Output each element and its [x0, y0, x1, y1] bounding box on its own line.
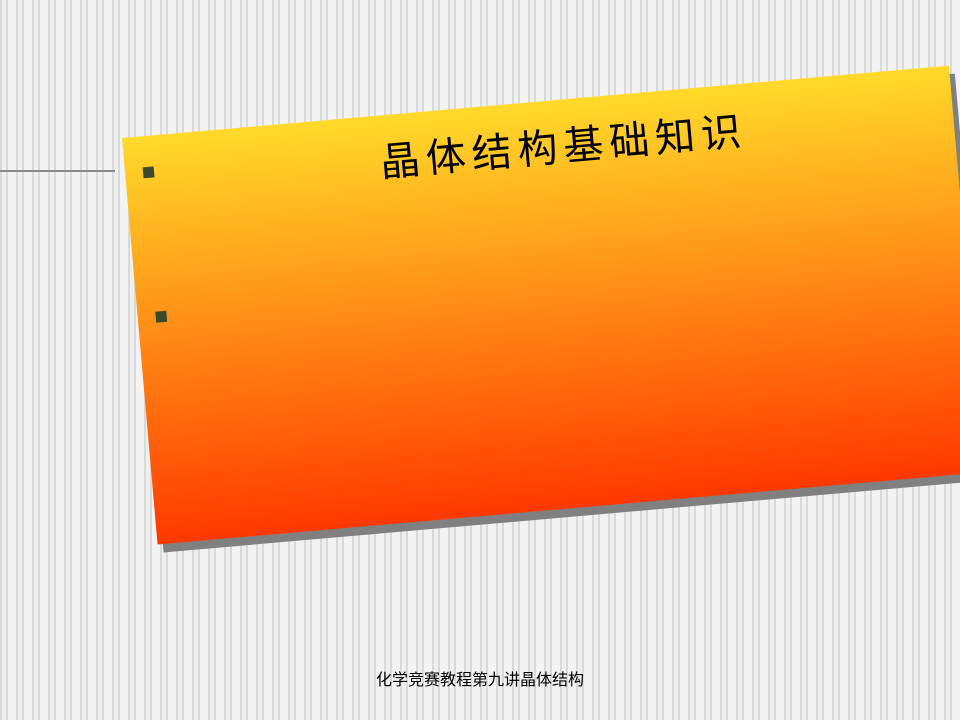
bullet-square — [143, 166, 155, 178]
slide-title: 晶体结构基础知识 — [377, 99, 749, 189]
bullet-square — [155, 311, 167, 323]
slide-footer: 化学竞赛教程第九讲晶体结构 — [0, 666, 960, 690]
slide: 晶体结构基础知识 化学竞赛教程第九讲晶体结构 — [0, 0, 960, 720]
horizontal-rule — [0, 170, 115, 172]
title-banner: 晶体结构基础知识 — [122, 66, 960, 545]
